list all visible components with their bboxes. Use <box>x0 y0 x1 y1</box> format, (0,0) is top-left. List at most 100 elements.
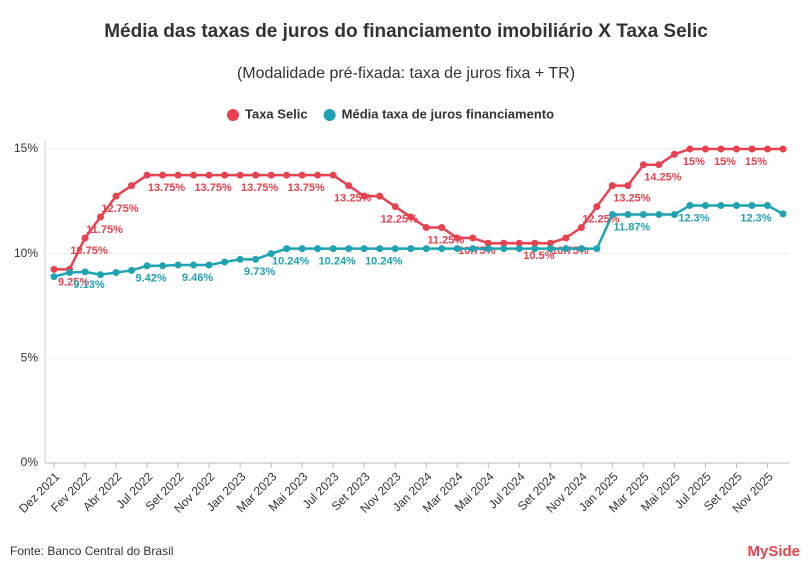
point <box>500 245 508 253</box>
point <box>252 171 260 179</box>
legend-label: Média taxa de juros financiamento <box>342 106 554 121</box>
point <box>376 245 384 253</box>
point <box>515 239 523 247</box>
point <box>469 234 477 242</box>
point <box>639 211 647 219</box>
point <box>345 245 353 253</box>
point <box>562 234 570 242</box>
point <box>81 268 89 276</box>
point <box>329 245 337 253</box>
legend-marker <box>227 109 239 121</box>
point <box>701 145 709 153</box>
chart-subtitle: (Modalidade pré-fixada: taxa de juros fi… <box>237 65 575 82</box>
point <box>159 171 167 179</box>
point <box>732 145 740 153</box>
point <box>453 245 461 253</box>
point <box>438 245 446 253</box>
point <box>531 245 539 253</box>
data-label: 11.75% <box>86 224 123 236</box>
point <box>562 245 570 253</box>
data-label: 13.75% <box>194 182 232 194</box>
point <box>190 171 198 179</box>
point <box>686 145 694 153</box>
point <box>221 171 229 179</box>
point <box>345 182 353 190</box>
point <box>252 255 260 263</box>
point <box>624 211 632 219</box>
point <box>159 262 167 270</box>
point <box>670 150 678 158</box>
point <box>453 234 461 242</box>
point <box>639 161 647 169</box>
data-label: 12.75% <box>101 203 139 215</box>
point <box>732 202 740 210</box>
data-label: 10.75% <box>70 245 108 257</box>
data-label: 13.75% <box>241 182 279 194</box>
point <box>298 245 306 253</box>
point <box>546 245 554 253</box>
point <box>143 171 151 179</box>
data-label: 10.5% <box>523 250 554 262</box>
point <box>686 202 694 210</box>
y-tick-label: 0% <box>21 455 39 469</box>
point <box>221 258 229 266</box>
point <box>593 203 601 211</box>
data-label: 9.13% <box>73 279 104 291</box>
point <box>608 211 616 219</box>
point <box>484 239 492 247</box>
point <box>531 239 539 247</box>
point <box>748 202 756 210</box>
data-label: 15% <box>714 156 736 168</box>
point <box>391 203 399 211</box>
y-tick-label: 10% <box>14 246 38 260</box>
point <box>50 273 58 281</box>
point <box>484 245 492 253</box>
point <box>81 234 89 242</box>
point <box>593 245 601 253</box>
point <box>422 245 430 253</box>
point <box>407 245 415 253</box>
point <box>779 210 787 218</box>
point <box>701 202 709 210</box>
data-label: 11.25% <box>427 234 464 246</box>
point <box>298 171 306 179</box>
point <box>422 224 430 231</box>
point <box>66 269 74 277</box>
point <box>469 245 477 253</box>
brand-logo: MySide <box>747 543 800 560</box>
point <box>655 161 663 169</box>
data-label: 10.24% <box>272 256 310 268</box>
point <box>314 245 322 253</box>
point <box>779 145 787 153</box>
point <box>624 182 632 190</box>
point <box>267 171 275 179</box>
data-label: 15% <box>745 156 767 168</box>
point <box>329 171 337 179</box>
series-line <box>54 147 783 271</box>
point <box>763 145 771 153</box>
data-label: 13.25% <box>613 193 651 205</box>
point <box>546 239 554 247</box>
point <box>236 171 244 179</box>
data-label: 11.87% <box>614 221 651 233</box>
data-label: 9.42% <box>135 273 166 285</box>
data-label: 15% <box>683 156 705 168</box>
source: Fonte: Banco Central do Brasil <box>10 544 173 558</box>
data-label: 13.75% <box>288 182 326 194</box>
data-label: 9.25% <box>58 276 89 288</box>
point <box>717 145 725 153</box>
point <box>128 182 136 190</box>
point <box>283 245 291 253</box>
point <box>112 192 120 200</box>
point <box>360 245 368 253</box>
point <box>97 213 105 221</box>
data-label: 12.25% <box>381 213 419 225</box>
point <box>143 262 151 270</box>
point <box>407 213 415 221</box>
data-label: 14.25% <box>644 172 682 184</box>
point <box>608 182 616 190</box>
point <box>128 266 136 274</box>
point <box>267 250 275 258</box>
point <box>205 261 213 269</box>
